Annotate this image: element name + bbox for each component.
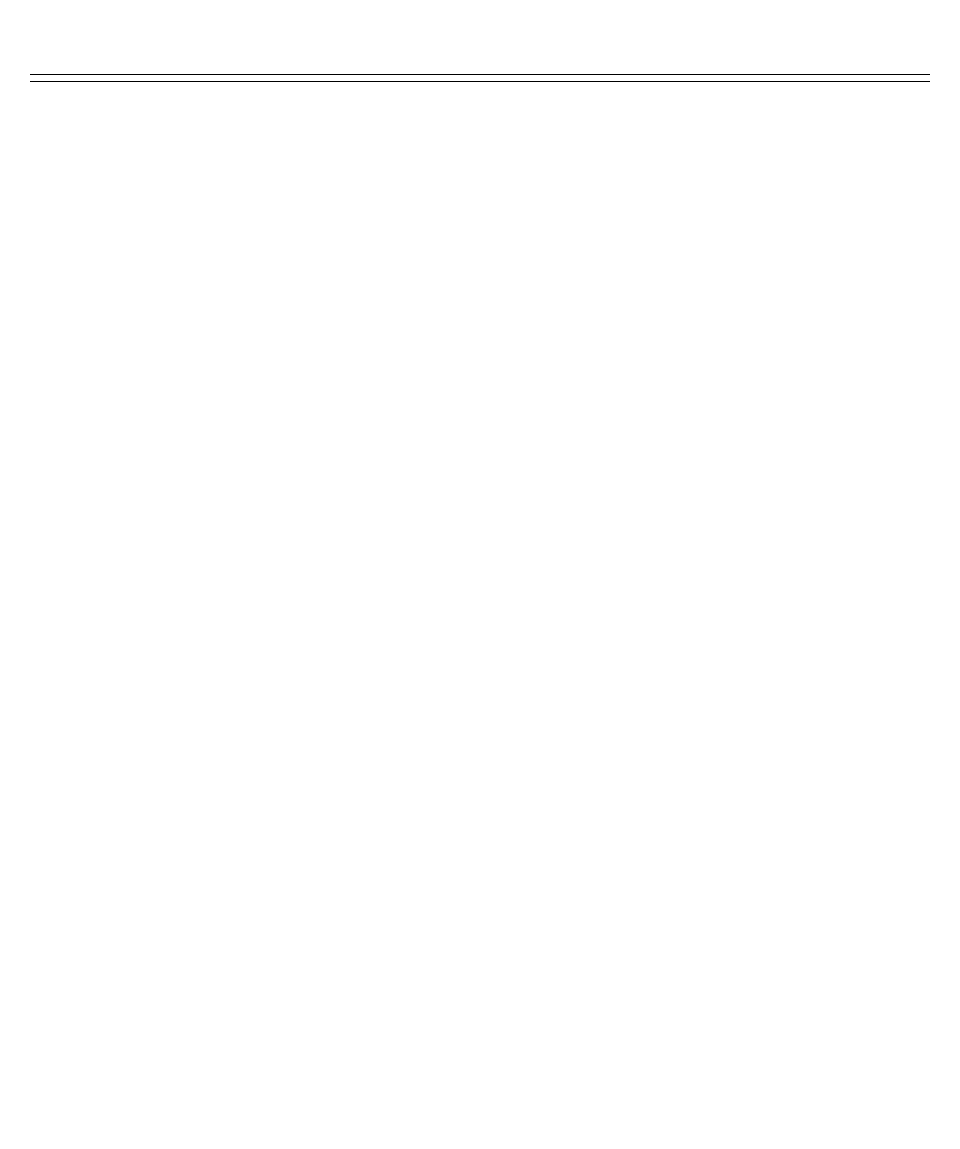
header-position <box>30 75 219 82</box>
page-title <box>30 20 930 66</box>
header-domini <box>399 75 561 82</box>
data-table <box>30 74 930 82</box>
header-percentuale <box>750 75 930 82</box>
header-tp <box>561 75 750 82</box>
header-provincia <box>219 75 399 82</box>
header-row <box>30 75 930 82</box>
